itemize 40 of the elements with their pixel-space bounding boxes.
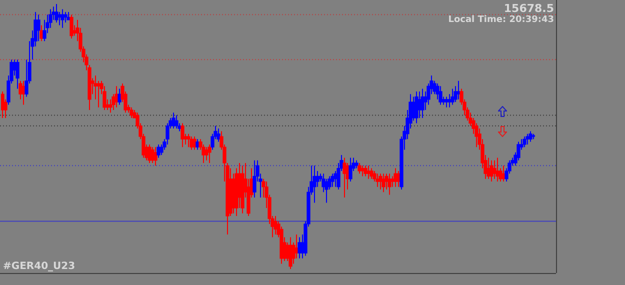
- candlestick: [312, 165, 316, 204]
- candlestick: [382, 173, 386, 193]
- candlestick: [156, 144, 160, 158]
- candlestick: [370, 168, 374, 180]
- candlestick: [216, 128, 220, 142]
- candlestick: [414, 90, 418, 124]
- candlestick: [54, 4, 58, 24]
- annotation: #GER40_U23: [3, 261, 76, 272]
- candlestick: [118, 88, 122, 106]
- candlestick: [70, 14, 74, 39]
- candlestick: [16, 59, 20, 90]
- candlestick: [180, 122, 184, 148]
- candlestick: [388, 173, 392, 196]
- candlestick: [342, 157, 346, 198]
- candlestick: [204, 146, 208, 161]
- candlestick: [492, 160, 496, 180]
- candlestick: [438, 86, 442, 106]
- candlestick: [450, 88, 454, 106]
- candlestick: [130, 106, 134, 118]
- candlestick: [36, 14, 40, 42]
- candlestick: [490, 160, 494, 182]
- candlestick: [186, 133, 190, 148]
- annotation: Local Time: 20:39:43: [448, 15, 554, 25]
- candlestick: [252, 160, 256, 198]
- candlestick: [528, 130, 532, 142]
- candlestick: [330, 173, 334, 188]
- candlestick: [64, 11, 68, 24]
- annotation: 15678.5: [504, 2, 554, 15]
- candlestick: [364, 165, 368, 177]
- candlestick: [522, 136, 526, 148]
- candlestick: [154, 146, 158, 166]
- candlestick: [348, 157, 352, 182]
- candlestick: [172, 112, 176, 130]
- candlestick: [358, 162, 362, 174]
- candlestick: [288, 236, 292, 270]
- candlestick: [316, 170, 320, 188]
- candlestick: [208, 144, 212, 164]
- candlestick: [420, 88, 424, 118]
- candlestick: [378, 173, 382, 190]
- candlestick: [174, 114, 178, 130]
